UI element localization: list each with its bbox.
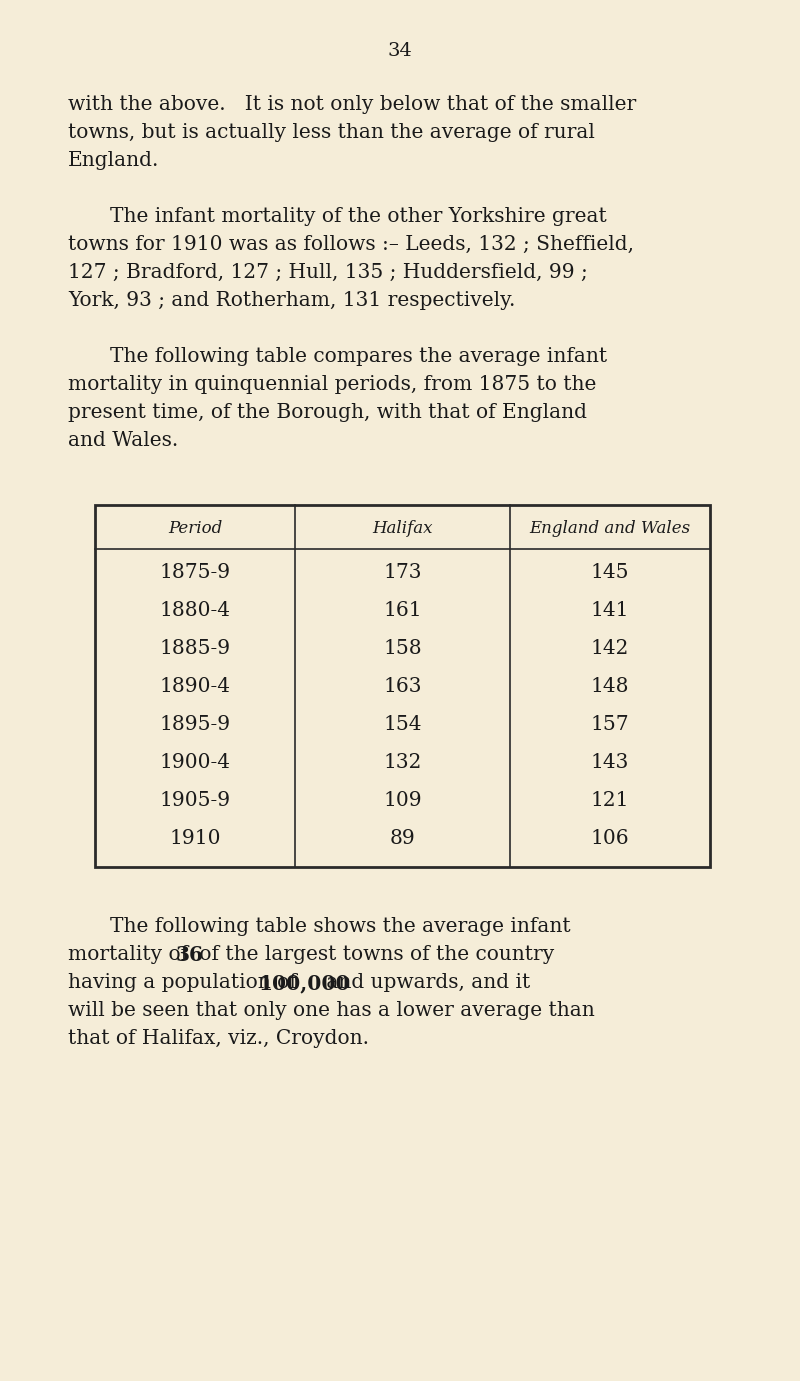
Text: 1905-9: 1905-9: [159, 791, 230, 809]
Text: 36: 36: [176, 945, 204, 965]
Text: of the largest towns of the country: of the largest towns of the country: [194, 945, 554, 964]
Text: 100,000: 100,000: [259, 974, 350, 993]
Text: 109: 109: [383, 791, 422, 809]
Text: 132: 132: [383, 753, 422, 772]
Text: and Wales.: and Wales.: [68, 431, 178, 450]
Text: 1875-9: 1875-9: [159, 562, 230, 581]
Text: 145: 145: [590, 562, 630, 581]
Text: 1910: 1910: [170, 829, 221, 848]
Text: mortality of: mortality of: [68, 945, 194, 964]
Text: 1900-4: 1900-4: [159, 753, 230, 772]
Text: England and Wales: England and Wales: [530, 519, 690, 537]
Text: 142: 142: [591, 639, 629, 657]
Text: 161: 161: [383, 601, 422, 620]
Text: and upwards, and it: and upwards, and it: [320, 974, 530, 992]
Text: 106: 106: [590, 829, 630, 848]
Text: 127 ; Bradford, 127 ; Hull, 135 ; Huddersfield, 99 ;: 127 ; Bradford, 127 ; Hull, 135 ; Hudder…: [68, 262, 588, 282]
Text: 141: 141: [590, 601, 630, 620]
Text: 1895-9: 1895-9: [159, 715, 230, 733]
Text: 154: 154: [383, 715, 422, 733]
Text: 1880-4: 1880-4: [159, 601, 230, 620]
Text: 148: 148: [590, 677, 630, 696]
Text: 157: 157: [590, 715, 630, 733]
Text: 173: 173: [383, 562, 422, 581]
Text: York, 93 ; and Rotherham, 131 respectively.: York, 93 ; and Rotherham, 131 respective…: [68, 291, 515, 309]
Text: England.: England.: [68, 151, 159, 170]
Text: 163: 163: [383, 677, 422, 696]
Text: 1885-9: 1885-9: [159, 639, 230, 657]
Text: having a population of: having a population of: [68, 974, 303, 992]
Text: The infant mortality of the other Yorkshire great: The infant mortality of the other Yorksh…: [110, 207, 606, 226]
Text: 121: 121: [590, 791, 630, 809]
Text: that of Halifax, viz., Croydon.: that of Halifax, viz., Croydon.: [68, 1029, 369, 1048]
Text: towns, but is actually less than the average of rural: towns, but is actually less than the ave…: [68, 123, 595, 142]
Text: 158: 158: [383, 639, 422, 657]
Text: The following table shows the average infant: The following table shows the average in…: [110, 917, 570, 936]
Text: towns for 1910 was as follows :– Leeds, 132 ; Sheffield,: towns for 1910 was as follows :– Leeds, …: [68, 235, 634, 254]
Text: Period: Period: [168, 519, 222, 537]
Text: mortality in quinquennial periods, from 1875 to the: mortality in quinquennial periods, from …: [68, 376, 596, 394]
Text: will be seen that only one has a lower average than: will be seen that only one has a lower a…: [68, 1001, 594, 1021]
Text: The following table compares the average infant: The following table compares the average…: [110, 347, 607, 366]
Text: present time, of the Borough, with that of England: present time, of the Borough, with that …: [68, 403, 587, 423]
Text: with the above.   It is not only below that of the smaller: with the above. It is not only below tha…: [68, 95, 636, 115]
Text: 1890-4: 1890-4: [159, 677, 230, 696]
Text: 34: 34: [387, 41, 413, 59]
Text: 89: 89: [390, 829, 415, 848]
Text: 143: 143: [591, 753, 629, 772]
Text: Halifax: Halifax: [372, 519, 433, 537]
Bar: [95, 505, 710, 867]
